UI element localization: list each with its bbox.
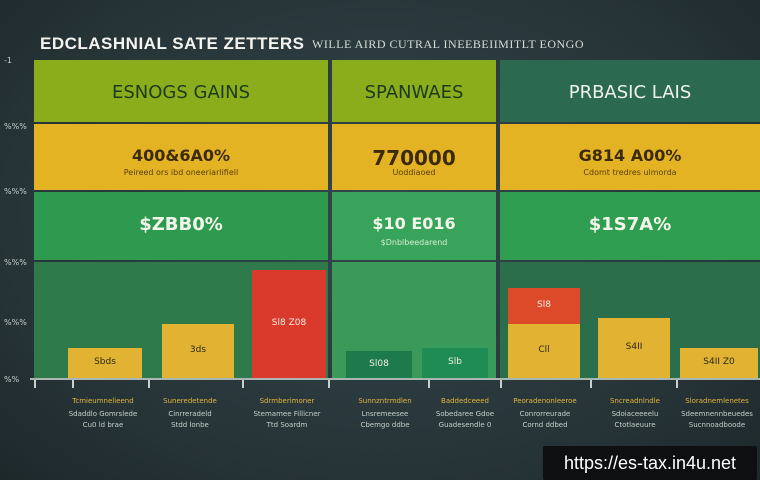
bar-label: 3ds bbox=[189, 345, 207, 355]
column-low-value: $1S7A% bbox=[588, 214, 672, 235]
y-tick-label: -1 bbox=[4, 56, 12, 65]
x-axis-label: Guadesendle 0 bbox=[438, 421, 492, 429]
bar: Sl08 bbox=[346, 351, 412, 378]
y-tick-label: %%% bbox=[4, 187, 27, 196]
bar: Sbds bbox=[68, 348, 142, 378]
column-mid-band: 770000 Uoddiaoed bbox=[332, 124, 496, 190]
column-mid-value: G814 A00% bbox=[578, 146, 682, 165]
x-axis-label: Sdaddlo Gomrslede bbox=[68, 410, 138, 418]
x-axis-label: Peoradenonleeroe bbox=[513, 397, 577, 405]
x-axis-label: Cbemgo ddbe bbox=[360, 421, 410, 429]
column-mid-band: 400&6A0% Peireed ors ibd oneeriarlifiell bbox=[34, 124, 328, 190]
column-low-band: $ZBB0% bbox=[34, 192, 328, 260]
bar: S4II bbox=[598, 318, 670, 378]
x-tick bbox=[676, 380, 678, 388]
x-tick bbox=[500, 380, 502, 388]
watermark-url: https://es-tax.in4u.net bbox=[543, 446, 757, 480]
x-axis-baseline bbox=[30, 378, 760, 380]
y-tick-label: %%% bbox=[4, 318, 27, 327]
column-low-value: $ZBB0% bbox=[139, 214, 223, 235]
x-tick bbox=[242, 380, 244, 388]
column-mid-note: Cdomt tredres ulmorda bbox=[583, 168, 677, 177]
column-low-value: $10 E016 bbox=[372, 214, 456, 233]
bar: Sl8 bbox=[508, 288, 580, 324]
x-axis-label: Suneredetende bbox=[163, 397, 217, 405]
y-tick-label: %% bbox=[4, 375, 20, 384]
bar-label: Slb bbox=[448, 357, 462, 367]
bar-label: Sl08 bbox=[369, 359, 389, 369]
bar: Slb bbox=[422, 348, 488, 378]
column-header-band: ESNOGS GAINS bbox=[34, 60, 328, 122]
x-axis-label: Stdd lonbe bbox=[171, 421, 209, 429]
column-mid-value: 400&6A0% bbox=[131, 146, 231, 165]
x-tick bbox=[428, 380, 430, 388]
x-axis-label: Ctotlaeuure bbox=[614, 421, 656, 429]
x-axis-label: Lnsremeesee bbox=[361, 410, 409, 418]
x-axis-label: Sucnnoadboode bbox=[688, 421, 746, 429]
x-axis-label: Cu0 ld brae bbox=[82, 421, 124, 429]
column-header-band: PRBASIC LAIS bbox=[500, 60, 760, 122]
column-mid-note: Peireed ors ibd oneeriarlifiell bbox=[123, 168, 239, 177]
x-axis-label: Sdeemnennbeuedes bbox=[681, 410, 753, 418]
bar-label: Sbds bbox=[94, 357, 116, 367]
column-mid-note: Uoddiaoed bbox=[392, 168, 436, 177]
x-tick bbox=[148, 380, 150, 388]
x-axis-label: Sloradnemlenetes bbox=[685, 397, 749, 405]
bar: Cll bbox=[508, 324, 580, 378]
chart-subtitle: WILLE AIRD CUTRAL INEEBEIIMITLT EONGO bbox=[312, 37, 585, 51]
bar: S4II Z0 bbox=[680, 348, 758, 378]
x-axis-label: Sdoiaceeeelu bbox=[611, 410, 659, 418]
column-mid-value: 770000 bbox=[372, 146, 456, 170]
column-title: SPANWAES bbox=[364, 82, 464, 103]
bar-label: Cll bbox=[538, 345, 550, 355]
x-axis-label: Ttd Soardm bbox=[266, 421, 308, 429]
column-low-note: $Dnblbeedarend bbox=[380, 238, 448, 247]
column-header-band: SPANWAES bbox=[332, 60, 496, 122]
x-axis-label: Conrorreurade bbox=[519, 410, 571, 418]
x-axis-label: Baddedceeed bbox=[441, 397, 489, 405]
x-axis-label: Sobedaree Gdoe bbox=[435, 410, 495, 418]
chart-header: EDCLASHNIAL SATE ZETTERS WILLE AIRD CUTR… bbox=[0, 30, 760, 56]
x-axis-label: Sunnzntrmdlen bbox=[358, 397, 412, 405]
bar-label: Sl8 bbox=[537, 300, 551, 310]
y-tick-label: %%% bbox=[4, 258, 27, 267]
column-mid-band: G814 A00% Cdomt tredres ulmorda bbox=[500, 124, 760, 190]
bar-label: S4II Z0 bbox=[703, 357, 735, 367]
x-tick bbox=[590, 380, 592, 388]
x-axis-label: Sncreadnlndle bbox=[609, 397, 660, 405]
column-title: PRBASIC LAIS bbox=[568, 82, 692, 103]
x-axis-label: Cornd ddbed bbox=[522, 421, 568, 429]
bar-label: Sl8 Z08 bbox=[271, 318, 307, 328]
column-spanwaes: SPANWAES 770000 Uoddiaoed $10 E016 $Dnbl… bbox=[332, 60, 496, 378]
column-low-band: $10 E016 $Dnblbeedarend bbox=[332, 192, 496, 260]
x-axis-label: Sdrmberimoner bbox=[259, 397, 315, 405]
x-axis-label: Tcmieumnelieend bbox=[72, 397, 134, 405]
column-low-band: $1S7A% bbox=[500, 192, 760, 260]
column-title: ESNOGS GAINS bbox=[112, 82, 250, 103]
x-tick bbox=[328, 380, 330, 388]
x-tick bbox=[72, 380, 74, 388]
bar: 3ds bbox=[162, 324, 234, 378]
x-tick bbox=[34, 380, 36, 388]
chart-title: EDCLASHNIAL SATE ZETTERS bbox=[40, 34, 305, 53]
x-axis-label: Cinrreradeld bbox=[168, 410, 212, 418]
x-axis-label: Stemamee Fillicner bbox=[253, 410, 321, 418]
y-tick-label: %%% bbox=[4, 122, 27, 131]
bar-label: S4II bbox=[625, 342, 643, 352]
bar: Sl8 Z08 bbox=[252, 270, 326, 378]
